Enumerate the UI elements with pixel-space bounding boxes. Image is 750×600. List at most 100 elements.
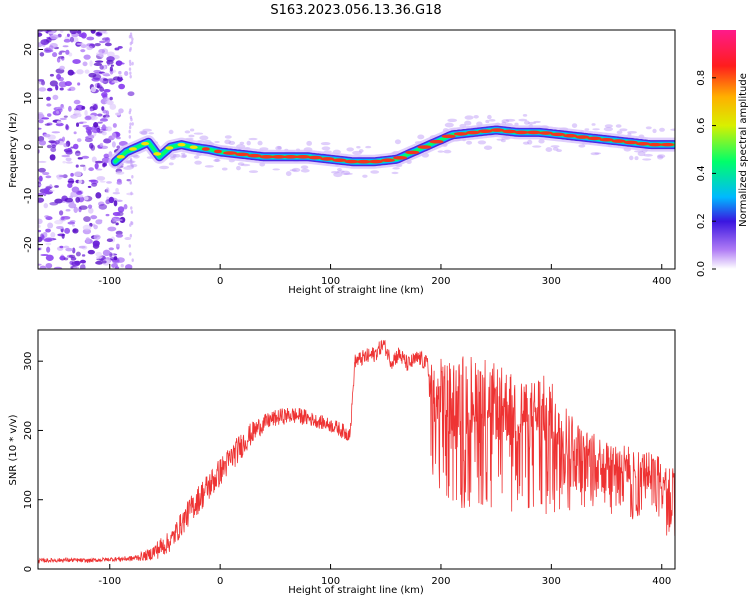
ridge-peak [189, 145, 198, 150]
noise-speck [62, 45, 69, 48]
noise-speck [101, 92, 108, 98]
ridge-peak [344, 159, 359, 164]
noise-speck [115, 233, 124, 238]
noise-speck [129, 108, 132, 112]
ridge-halo-speck [168, 129, 174, 135]
ridge-halo-speck [346, 147, 354, 152]
noise-speck [105, 199, 111, 205]
noise-speck [118, 108, 124, 114]
noise-speck [65, 123, 69, 130]
top-x-ticks: -100 0 100 200 300 400 [98, 264, 671, 287]
ridge-halo-speck [291, 167, 301, 173]
noise-speck [118, 70, 122, 75]
top-y-ticks: -20 -10 0 10 20 [23, 43, 43, 253]
noise-speck [90, 215, 98, 220]
ridge-peak [575, 135, 590, 139]
ridge-halo-speck [394, 139, 401, 145]
y-tick-label: 100 [23, 490, 34, 509]
ridge-peak [635, 141, 650, 146]
x-tick-label: 300 [542, 576, 561, 587]
x-tick-label: -100 [98, 576, 121, 587]
ridge-halo-speck [248, 137, 258, 141]
ridge-peak [332, 158, 347, 163]
noise-speck [47, 31, 55, 35]
ridge-halo-speck [417, 134, 425, 140]
noise-speck [113, 200, 118, 207]
noise-speck [94, 160, 104, 164]
ridge-halo-speck [214, 140, 220, 144]
noise-speck [61, 233, 65, 239]
x-tick-label: 200 [431, 276, 450, 287]
noise-speck [71, 261, 80, 267]
noise-speck [99, 40, 106, 44]
noise-speck [81, 254, 86, 257]
ridge-peak [165, 146, 174, 150]
noise-speck [67, 88, 72, 91]
noise-speck [111, 141, 116, 148]
ridge-halo-speck [343, 172, 353, 175]
noise-speck [79, 164, 86, 167]
noise-speck [38, 127, 42, 130]
ridge-peak [648, 142, 663, 147]
noise-speck [49, 34, 59, 40]
noise-speck [128, 129, 131, 134]
noise-speck [68, 254, 76, 258]
ridge-peak [465, 130, 480, 135]
noise-speck [116, 180, 123, 185]
noise-speck [113, 256, 118, 261]
x-tick-label: 0 [217, 276, 223, 287]
y-tick-label: -10 [23, 188, 34, 204]
ridge-halo-speck [642, 158, 652, 161]
ridge-halo-speck [619, 128, 628, 132]
noise-speck [97, 113, 103, 117]
bottom-y-axis-label: SNR (10 * v/v) [8, 414, 19, 485]
noise-speck [103, 78, 108, 81]
x-tick-label: 400 [652, 576, 671, 587]
snr-series-line [38, 339, 675, 565]
ridge-halo-speck [545, 147, 553, 152]
noise-speck [38, 197, 45, 203]
ridge-halo-speck [139, 130, 148, 135]
ridge-halo-speck [657, 154, 666, 159]
noise-speck [115, 222, 119, 226]
ridge-peak [283, 155, 298, 159]
noise-speck [49, 154, 56, 161]
ridge-halo-speck [341, 170, 351, 176]
ridge-halo-speck [483, 145, 493, 150]
ridge-halo-speck [645, 126, 652, 130]
noise-speck [38, 247, 41, 251]
colorbar: 0.0 0.2 0.4 0.6 0.8 Normalized spectral ampl… [696, 30, 749, 277]
noise-speck [106, 126, 113, 132]
noise-speck [95, 168, 103, 171]
ridge-peak [502, 129, 517, 134]
noise-speck [38, 160, 47, 163]
ridge-halo-speck [518, 118, 528, 122]
noise-speck [44, 215, 50, 218]
ridge-halo-speck [643, 153, 653, 157]
noise-speck [72, 59, 81, 65]
noise-speck [91, 182, 98, 187]
y-tick-label: 0 [23, 144, 34, 150]
noise-speck [88, 72, 97, 78]
noise-speck [58, 56, 65, 59]
noise-speck [120, 263, 124, 268]
noise-speck [76, 113, 82, 118]
noise-speck [103, 97, 110, 102]
noise-speck [80, 44, 87, 49]
noise-speck [83, 216, 91, 222]
noise-speck [76, 194, 84, 198]
ridge-halo-speck [320, 142, 331, 146]
ridge-halo-speck [180, 154, 187, 159]
noise-speck [73, 206, 79, 213]
noise-speck [40, 253, 49, 257]
ridge-halo-speck [182, 154, 187, 158]
ridge-peak [177, 142, 186, 147]
noise-speck [130, 206, 133, 210]
ridge-halo-speck [300, 165, 309, 170]
noise-speck [105, 187, 110, 194]
noise-speck [129, 252, 132, 256]
noise-speck [115, 187, 119, 193]
ridge-peak [201, 147, 210, 151]
noise-speck [99, 180, 106, 183]
noise-speck [72, 247, 76, 254]
